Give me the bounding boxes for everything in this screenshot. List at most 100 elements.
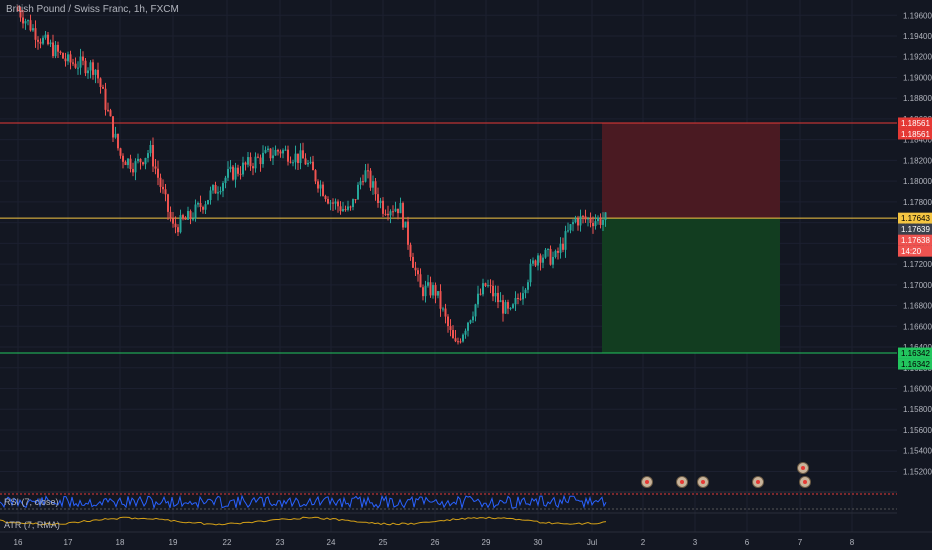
time-tick-label: 24 bbox=[327, 538, 336, 547]
candle-body bbox=[179, 215, 182, 233]
candle-body bbox=[579, 216, 582, 226]
price-tick-label: 1.16000 bbox=[903, 385, 932, 394]
price-tick-label: 1.17200 bbox=[903, 260, 932, 269]
candle-body bbox=[284, 149, 287, 151]
candle-body bbox=[592, 222, 594, 227]
stop-loss-zone[interactable] bbox=[602, 122, 780, 219]
candle-body bbox=[379, 200, 382, 203]
candle-body bbox=[367, 170, 369, 172]
rsi-label[interactable]: RSI (7, close) bbox=[4, 497, 59, 507]
candle-body bbox=[597, 217, 599, 222]
atr-label[interactable]: ATR (7, RMA) bbox=[4, 520, 60, 530]
time-axis[interactable]: 16 17 18 19 22 23 24 25 26 29 30 Jul 2 3 6 7 8 bbox=[0, 531, 932, 550]
candle-body bbox=[369, 170, 372, 188]
candle-body bbox=[299, 150, 302, 164]
candle-body bbox=[164, 189, 167, 195]
candle-body bbox=[449, 326, 452, 331]
candle-body bbox=[317, 181, 319, 189]
candle-body bbox=[339, 206, 342, 212]
candle-body bbox=[392, 211, 394, 213]
time-tick-label: 7 bbox=[798, 538, 803, 547]
candle-body bbox=[212, 185, 214, 191]
candle-body bbox=[534, 260, 537, 266]
candle-body bbox=[512, 304, 514, 308]
candle-body bbox=[239, 173, 242, 175]
candle-body bbox=[337, 201, 339, 207]
candle-body bbox=[84, 60, 87, 74]
target-price-tag-top: 1.16342 bbox=[901, 349, 930, 358]
candle-body bbox=[244, 162, 247, 165]
time-axis-bg bbox=[0, 532, 932, 550]
rsi-pane[interactable] bbox=[0, 491, 897, 510]
target-price-tag-top-bg bbox=[898, 347, 932, 359]
candle-body bbox=[489, 285, 492, 287]
candle-body bbox=[277, 150, 279, 152]
candle-body bbox=[384, 213, 387, 215]
countdown-tag-bg bbox=[898, 245, 932, 257]
candle-body bbox=[527, 282, 529, 290]
candle-body bbox=[129, 158, 132, 169]
take-profit-zone[interactable] bbox=[602, 218, 780, 354]
candle-body bbox=[514, 297, 517, 305]
candle-body bbox=[282, 150, 284, 154]
candle-body bbox=[529, 263, 532, 283]
candle-body bbox=[77, 67, 79, 69]
event-flag-dot bbox=[680, 480, 684, 484]
candle-body bbox=[544, 249, 547, 258]
candle-body bbox=[404, 221, 407, 228]
time-tick-label: 29 bbox=[482, 538, 491, 547]
candle-body bbox=[252, 166, 254, 169]
candle-body bbox=[327, 199, 329, 204]
atr-line bbox=[0, 516, 607, 526]
candle-body bbox=[219, 191, 222, 193]
atr-pane[interactable] bbox=[0, 512, 897, 526]
candle-body bbox=[602, 220, 604, 225]
candles[interactable] bbox=[17, 5, 607, 345]
candle-body bbox=[344, 209, 347, 211]
price-axis-bg bbox=[897, 0, 932, 532]
candle-body bbox=[182, 215, 184, 219]
candle-body bbox=[157, 168, 159, 178]
price-tick-label: 1.19200 bbox=[903, 53, 932, 62]
time-tick-label: 3 bbox=[693, 538, 698, 547]
time-tick-label: 22 bbox=[223, 538, 232, 547]
price-axis[interactable]: 1.196001.194001.192001.190001.188001.186… bbox=[897, 0, 932, 532]
candle-body bbox=[492, 285, 494, 297]
candle-body bbox=[547, 248, 549, 250]
candle-body bbox=[202, 207, 204, 210]
time-tick-label: 25 bbox=[379, 538, 388, 547]
rsi-line bbox=[0, 494, 607, 510]
candle-body bbox=[114, 133, 117, 138]
time-tick-label: 17 bbox=[64, 538, 73, 547]
candle-body bbox=[154, 166, 157, 169]
candle-body bbox=[72, 62, 74, 64]
event-flag-dot bbox=[801, 466, 805, 470]
time-tick-label: Jul bbox=[587, 538, 597, 547]
candle-body bbox=[17, 10, 19, 12]
candle-body bbox=[214, 185, 217, 194]
candle-body bbox=[594, 221, 597, 227]
candle-body bbox=[49, 42, 52, 45]
candle-body bbox=[92, 62, 94, 75]
price-tick-label: 1.19600 bbox=[903, 11, 932, 20]
candle-body bbox=[149, 144, 152, 154]
candle-body bbox=[309, 161, 312, 164]
candle-body bbox=[119, 148, 122, 156]
candle-body bbox=[67, 54, 69, 62]
candle-body bbox=[342, 209, 344, 212]
candle-body bbox=[347, 206, 349, 210]
candle-body bbox=[577, 218, 579, 226]
candle-body bbox=[412, 256, 414, 268]
candle-body bbox=[502, 300, 504, 314]
candle-body bbox=[194, 204, 197, 219]
candle-body bbox=[24, 21, 27, 24]
price-tick-label: 1.18000 bbox=[903, 177, 932, 186]
candle-body bbox=[567, 230, 569, 232]
event-markers[interactable] bbox=[641, 462, 811, 488]
candle-body bbox=[519, 298, 522, 300]
candle-body bbox=[457, 341, 459, 343]
candle-body bbox=[487, 285, 489, 287]
candle-body bbox=[572, 222, 574, 225]
candle-body bbox=[262, 152, 264, 165]
